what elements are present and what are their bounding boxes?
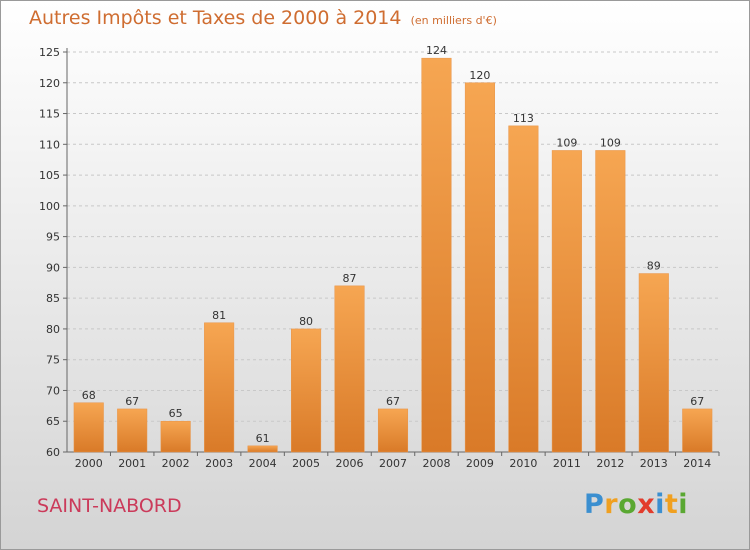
x-tick-label: 2013 bbox=[640, 457, 668, 470]
logo-letter: t bbox=[664, 489, 679, 520]
data-label: 67 bbox=[690, 395, 704, 408]
data-label: 89 bbox=[647, 260, 661, 273]
bar bbox=[595, 150, 626, 453]
data-label: 109 bbox=[556, 136, 577, 149]
x-tick-label: 2010 bbox=[509, 457, 537, 470]
data-label: 67 bbox=[386, 395, 400, 408]
y-tick-label: 80 bbox=[46, 323, 60, 336]
data-label: 120 bbox=[469, 69, 490, 82]
data-label: 80 bbox=[299, 315, 313, 328]
logo-letter: P bbox=[584, 489, 605, 520]
x-tick-label: 2014 bbox=[683, 457, 711, 470]
bar bbox=[291, 328, 322, 453]
x-tick-label: 2002 bbox=[162, 457, 190, 470]
bar bbox=[464, 82, 495, 453]
commune-name: SAINT-NABORD bbox=[37, 495, 182, 517]
x-tick-label: 2009 bbox=[466, 457, 494, 470]
x-tick-label: 2003 bbox=[205, 457, 233, 470]
data-label: 61 bbox=[256, 432, 270, 445]
title-row: Autres Impôts et Taxes de 2000 à 2014 (e… bbox=[29, 7, 497, 29]
y-tick-label: 100 bbox=[39, 200, 60, 213]
logo-letter: o bbox=[618, 489, 638, 520]
bar bbox=[508, 125, 539, 453]
x-tick-label: 2005 bbox=[292, 457, 320, 470]
bar bbox=[638, 273, 669, 453]
data-label: 87 bbox=[343, 272, 357, 285]
x-tick-label: 2006 bbox=[336, 457, 364, 470]
y-tick-label: 110 bbox=[39, 138, 60, 151]
bar bbox=[247, 445, 278, 453]
y-tick-label: 95 bbox=[46, 231, 60, 244]
bar bbox=[551, 150, 582, 453]
bar bbox=[73, 402, 104, 453]
data-label: 65 bbox=[169, 407, 183, 420]
x-tick-label: 2001 bbox=[118, 457, 146, 470]
chart-title: Autres Impôts et Taxes de 2000 à 2014 bbox=[29, 7, 402, 29]
data-label: 109 bbox=[600, 136, 621, 149]
y-tick-label: 75 bbox=[46, 354, 60, 367]
grid-lines bbox=[67, 51, 719, 422]
bar bbox=[377, 408, 409, 453]
logo-letter: i bbox=[655, 489, 665, 520]
proxiti-logo: Proxiti bbox=[584, 489, 688, 520]
y-tick-label: 115 bbox=[39, 108, 60, 121]
x-tick-label: 2004 bbox=[249, 457, 277, 470]
bars bbox=[73, 57, 713, 453]
x-tick-label: 2008 bbox=[422, 457, 450, 470]
y-tick-label: 90 bbox=[46, 261, 60, 274]
bar bbox=[204, 322, 235, 453]
y-tick-label: 120 bbox=[39, 77, 60, 90]
y-tick-label: 85 bbox=[46, 292, 60, 305]
data-label: 67 bbox=[125, 395, 139, 408]
bar bbox=[682, 408, 713, 453]
y-tick-label: 60 bbox=[46, 446, 60, 459]
logo-letter: x bbox=[637, 489, 656, 520]
data-label: 81 bbox=[212, 309, 226, 322]
data-label: 68 bbox=[82, 389, 96, 402]
data-label: 124 bbox=[426, 44, 447, 57]
bar bbox=[334, 285, 365, 453]
y-tick-label: 105 bbox=[39, 169, 60, 182]
bar bbox=[421, 57, 452, 453]
chart-subtitle: (en milliers d'€) bbox=[410, 14, 497, 27]
x-tick-label: 2011 bbox=[553, 457, 581, 470]
y-tick-label: 70 bbox=[46, 384, 60, 397]
y-tick-label: 125 bbox=[39, 46, 60, 59]
data-label: 113 bbox=[513, 112, 534, 125]
logo-letter: i bbox=[678, 489, 689, 520]
y-tick-label: 65 bbox=[46, 415, 60, 428]
logo-letter: r bbox=[604, 489, 619, 520]
bar bbox=[117, 408, 148, 453]
x-tick-label: 2012 bbox=[596, 457, 624, 470]
x-tick-label: 2000 bbox=[75, 457, 103, 470]
bar bbox=[160, 420, 191, 453]
x-tick-label: 2007 bbox=[379, 457, 407, 470]
labels: 60 65 70 75 80 85 90 95 100 105 110 115 120 125 2000 68… bbox=[39, 44, 711, 470]
